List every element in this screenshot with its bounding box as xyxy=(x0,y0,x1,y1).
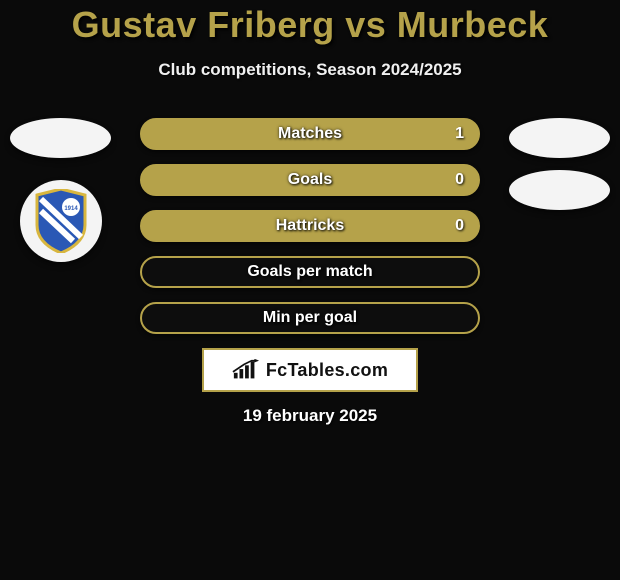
stat-value: 0 xyxy=(455,166,464,194)
brand-text: FcTables.com xyxy=(266,360,388,381)
stat-row: Goals 0 xyxy=(140,164,480,196)
player-left-avatar-placeholder xyxy=(10,118,111,158)
stat-label: Goals per match xyxy=(247,263,372,280)
stats-section: 1914 Matches 1 Goals 0 Hattricks 0 Goals per m… xyxy=(0,118,620,334)
comparison-card: Gustav Friberg vs Murbeck Club competiti… xyxy=(0,0,620,426)
stat-row: Matches 1 xyxy=(140,118,480,150)
player-right-avatar-placeholder-2 xyxy=(509,170,610,210)
bar-chart-icon xyxy=(232,359,260,381)
stat-value: 1 xyxy=(455,120,464,148)
stat-value: 0 xyxy=(455,212,464,240)
footer-date: 19 february 2025 xyxy=(0,406,620,426)
player-right-avatar-placeholder-1 xyxy=(509,118,610,158)
stat-row: Goals per match xyxy=(140,256,480,288)
comparison-subtitle: Club competitions, Season 2024/2025 xyxy=(0,60,620,80)
svg-text:1914: 1914 xyxy=(64,206,78,212)
stat-row: Min per goal xyxy=(140,302,480,334)
stat-label: Min per goal xyxy=(263,309,357,326)
club-badge-left: 1914 xyxy=(20,180,102,262)
stat-row: Hattricks 0 xyxy=(140,210,480,242)
shield-icon: 1914 xyxy=(33,189,89,253)
stat-label: Goals xyxy=(288,171,332,188)
comparison-title: Gustav Friberg vs Murbeck xyxy=(0,4,620,46)
stat-bars: Matches 1 Goals 0 Hattricks 0 Goals per match M… xyxy=(140,118,480,334)
brand-badge[interactable]: FcTables.com xyxy=(202,348,418,392)
stat-label: Hattricks xyxy=(276,217,344,234)
stat-label: Matches xyxy=(278,125,342,142)
